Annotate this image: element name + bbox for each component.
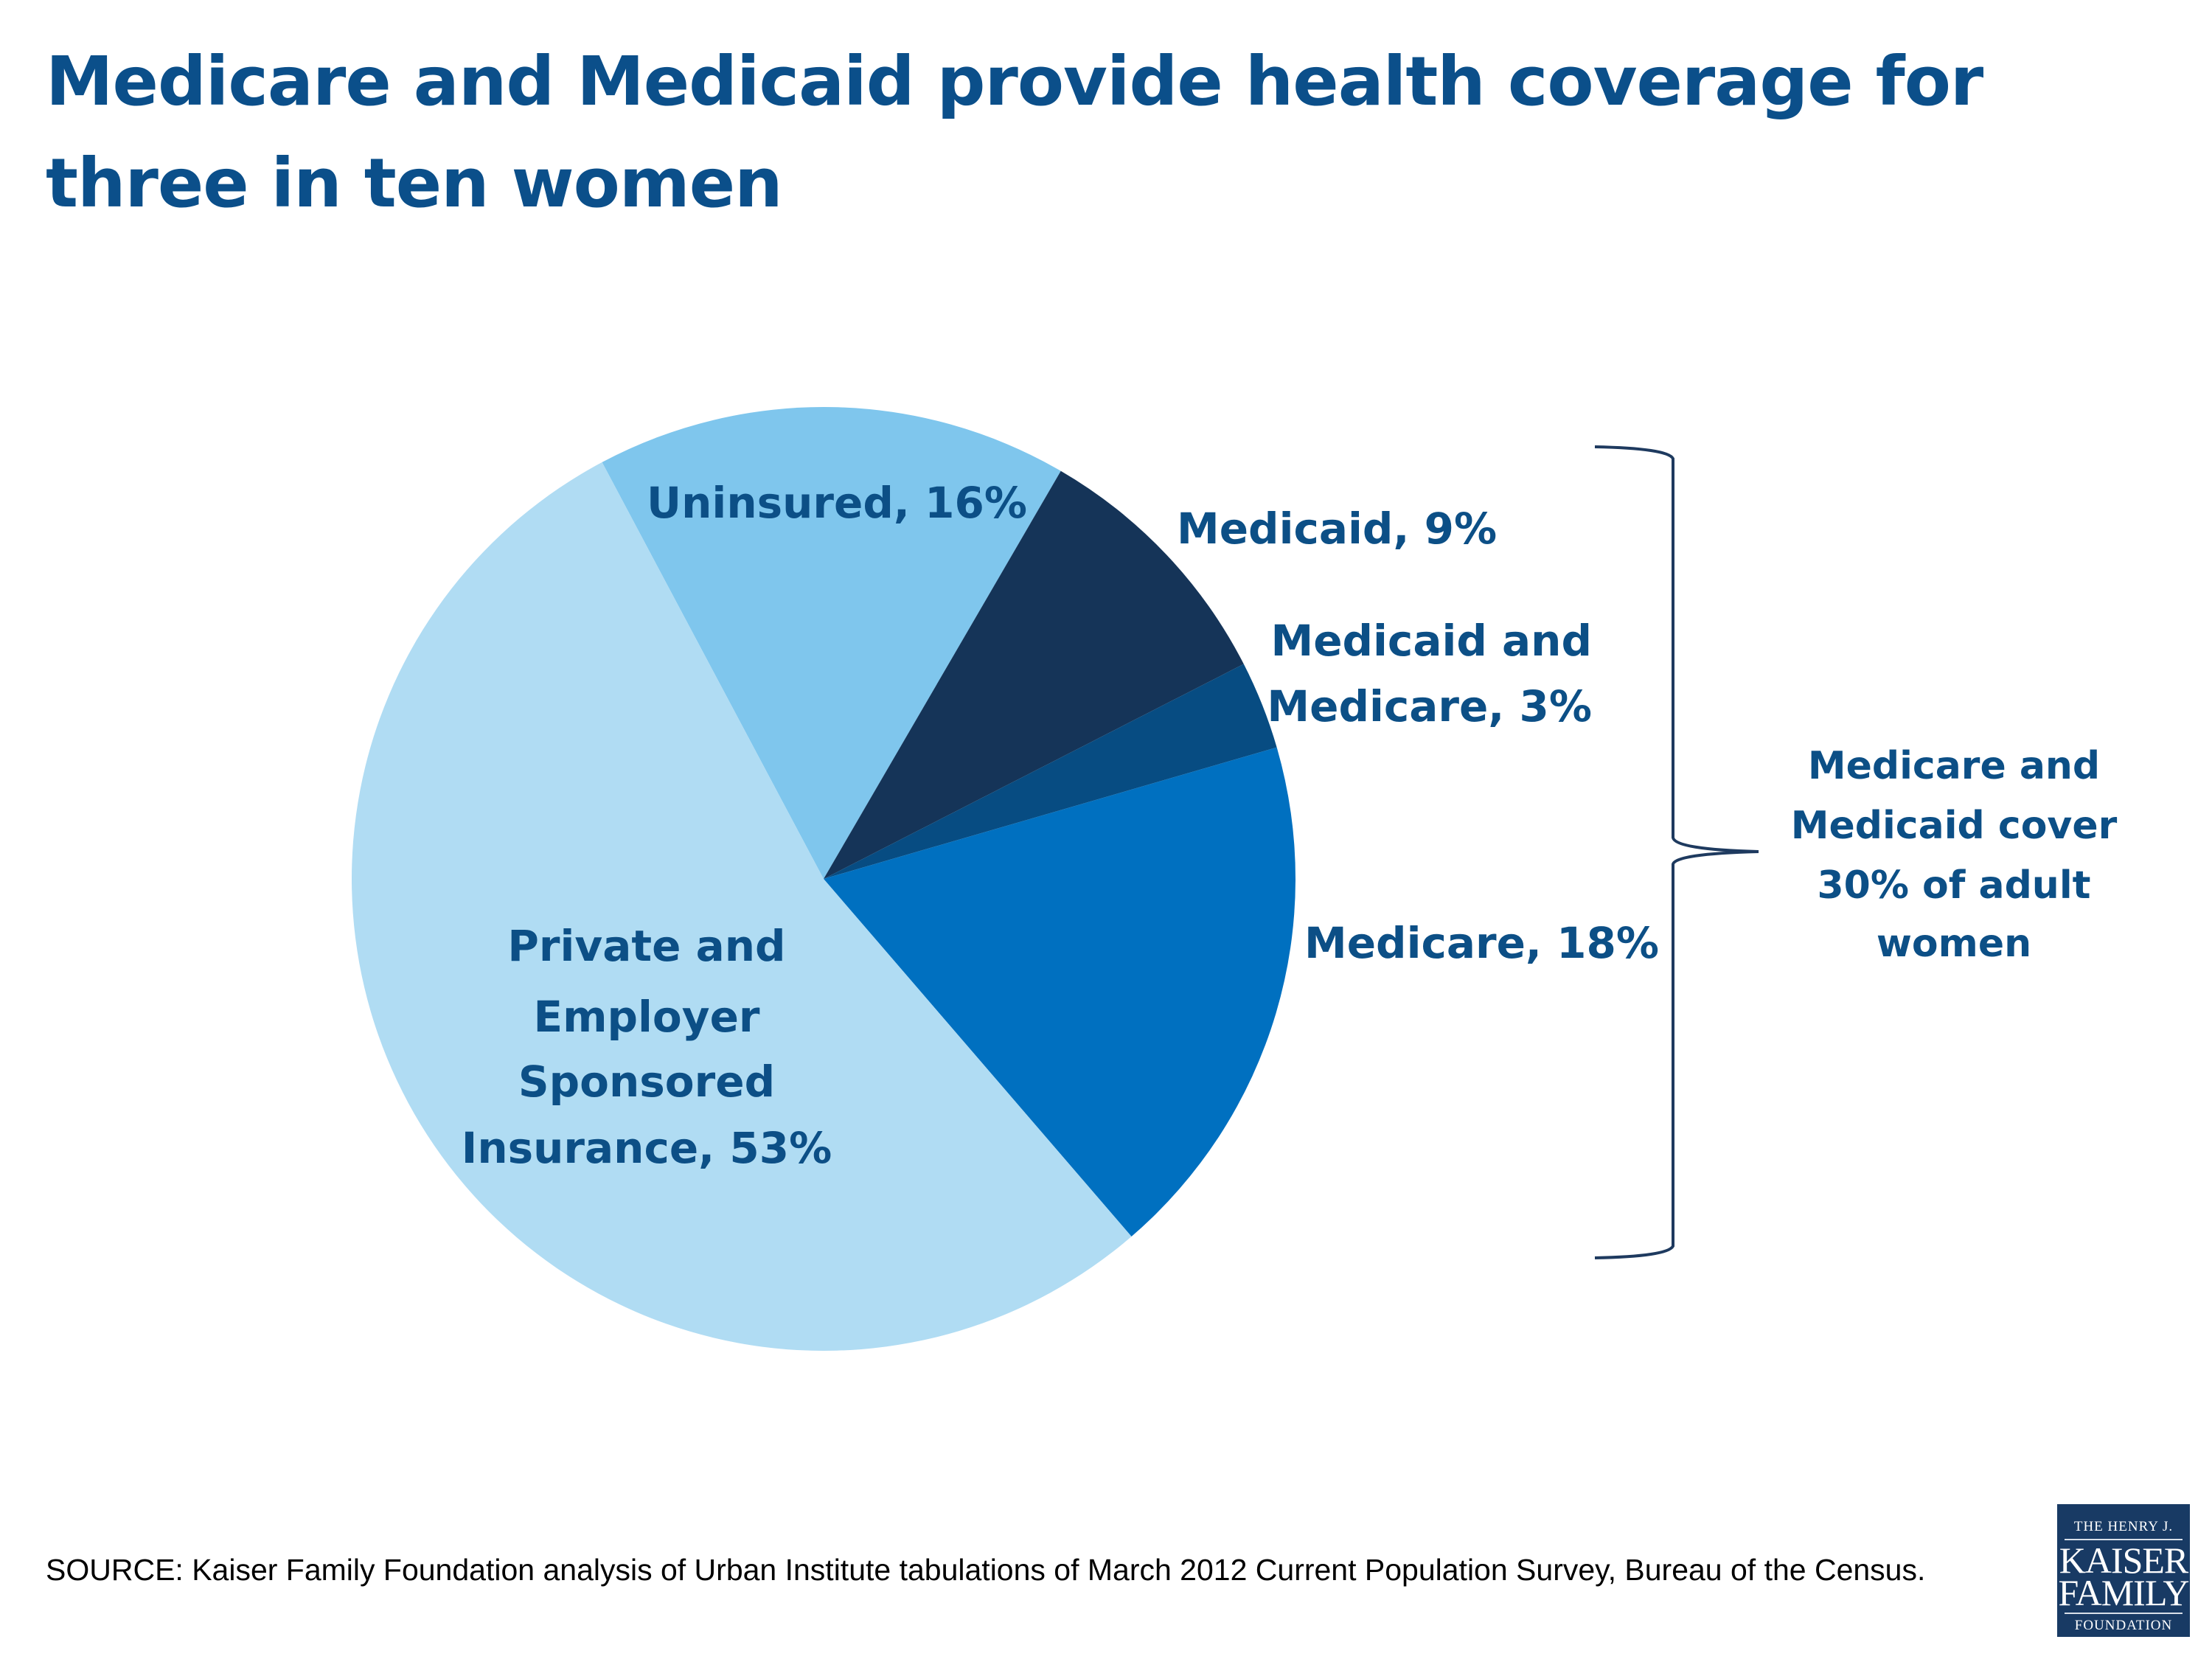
chart-title: Medicare and Medicaid provide health cov… <box>46 42 1983 223</box>
logo-line3: FAMILY <box>2058 1572 2190 1613</box>
label-uninsured: Uninsured, 16% <box>647 478 1027 528</box>
logo-line4: FOUNDATION <box>2074 1618 2173 1633</box>
pie-slice-uninsured <box>602 407 1061 879</box>
kff-logo: THE HENRY J. KAISER FAMILY FOUNDATION <box>2057 1504 2190 1637</box>
label-medicare: Medicare, 18% <box>1304 918 1659 968</box>
annotation-line1: Medicare and <box>1808 744 2100 788</box>
label-medicaid-medicare-line1: Medicaid and <box>1270 616 1592 666</box>
pie-slice-medicaid-and-medicare <box>824 664 1277 879</box>
label-private-line3: Sponsored <box>518 1057 775 1107</box>
annotation-line2: Medicaid cover <box>1791 804 2118 848</box>
label-medicaid-medicare-line2: Medicare, 3% <box>1267 681 1592 731</box>
bracket <box>1594 445 1759 1259</box>
label-medicaid: Medicaid, 9% <box>1177 504 1497 554</box>
pie-slice-medicare <box>824 747 1295 1237</box>
pie-slice-medicaid <box>824 470 1244 879</box>
pie-slice-private-and-employer-sponsored-insurance <box>351 462 1132 1352</box>
logo-line2: KAISER <box>2059 1540 2189 1581</box>
label-private-line4: Insurance, 53% <box>462 1123 832 1173</box>
label-private-line1: Private and <box>507 921 785 971</box>
annotation-line4: women <box>1877 922 2031 966</box>
source-note: SOURCE: Kaiser Family Foundation analysi… <box>46 1553 1926 1587</box>
label-private-line2: Employer <box>533 992 759 1042</box>
logo-line1: THE HENRY J. <box>2073 1519 2174 1534</box>
pie-slices <box>351 407 1295 1352</box>
annotation-line3: 30% of adult <box>1817 863 2090 908</box>
